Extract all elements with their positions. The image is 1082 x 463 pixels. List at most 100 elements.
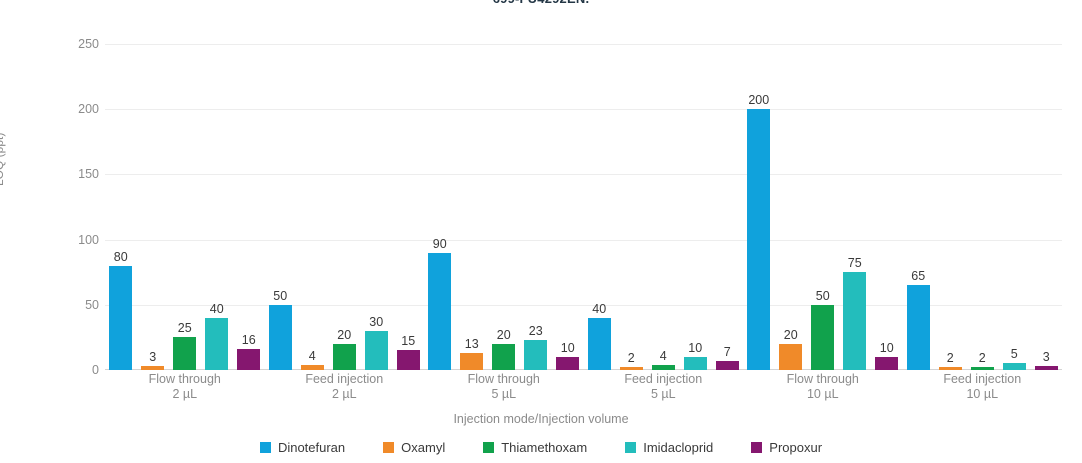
- bar[interactable]: [906, 285, 930, 370]
- bar[interactable]: [747, 109, 771, 370]
- bar-slot: 30: [364, 44, 388, 370]
- legend-label: Oxamyl: [401, 440, 446, 455]
- bar[interactable]: [556, 356, 580, 370]
- y-axis-ticks: 0 50 100 150 200 250: [55, 37, 99, 377]
- gridline: [105, 44, 1062, 45]
- bar[interactable]: [779, 343, 803, 370]
- bar-slot: 13: [460, 44, 484, 370]
- bar[interactable]: [173, 337, 197, 370]
- bar[interactable]: [364, 330, 388, 370]
- bar[interactable]: [1034, 366, 1058, 370]
- bar[interactable]: [268, 304, 292, 370]
- x-category-label: Flow through 5 µL: [424, 372, 584, 402]
- bar[interactable]: [875, 356, 899, 370]
- bar[interactable]: [205, 317, 229, 370]
- x-category-label: Flow through 10 µL: [743, 372, 903, 402]
- bar-value-label: 15: [401, 334, 416, 349]
- bar[interactable]: [396, 350, 420, 370]
- legend-item-thiamethoxam[interactable]: Thiamethoxam: [483, 440, 587, 455]
- y-tick-label: 0: [92, 363, 99, 377]
- x-axis-baseline: [105, 369, 1062, 370]
- bar[interactable]: [332, 343, 356, 370]
- x-category-mode: Flow through: [786, 372, 859, 386]
- bar-value-label: 200: [748, 93, 770, 108]
- bar-value-label: 23: [528, 324, 543, 339]
- x-category-volume: 5 µL: [650, 387, 676, 401]
- bar[interactable]: [811, 304, 835, 370]
- bar[interactable]: [141, 366, 165, 370]
- bar-value-label: 4: [308, 348, 316, 363]
- x-category-label: Feed injection 5 µL: [584, 372, 744, 402]
- chart-legend: Dinotefuran Oxamyl Thiamethoxam Imidaclopri…: [0, 440, 1082, 455]
- bar-slot: 40: [205, 44, 229, 370]
- bar-value-label: 2: [627, 351, 635, 366]
- legend-label: Thiamethoxam: [501, 440, 588, 455]
- x-category-volume: 10 µL: [806, 387, 839, 401]
- legend-swatch-icon: [383, 442, 395, 453]
- bar-group-bars: 200 20 50 75 10: [743, 44, 903, 370]
- bar[interactable]: [843, 272, 867, 370]
- bar-value-label: 40: [592, 301, 607, 316]
- y-tick-label: 200: [78, 102, 99, 117]
- legend-swatch-icon: [483, 442, 495, 453]
- bar-slot: 80: [109, 44, 133, 370]
- bar-group: 50 4 20 30 15: [265, 44, 425, 370]
- bar-value-label: 50: [273, 288, 288, 303]
- bar-value-label: 3: [1042, 350, 1050, 365]
- bar[interactable]: [237, 349, 261, 370]
- bar[interactable]: [524, 340, 548, 370]
- legend-item-propoxur[interactable]: Propoxur: [751, 440, 822, 455]
- bar[interactable]: [300, 364, 324, 370]
- bar-slot: 3: [141, 44, 165, 370]
- bar[interactable]: [109, 265, 133, 370]
- bar-value-label: 75: [847, 256, 862, 271]
- bar-slot: 4: [651, 44, 675, 370]
- bar-group: 40 2 4 10 7: [584, 44, 744, 370]
- bar[interactable]: [938, 367, 962, 370]
- bar-slot: 10: [556, 44, 580, 370]
- x-category-volume: 5 µL: [491, 387, 517, 401]
- y-tick-label: 250: [78, 37, 99, 51]
- bar-slot: 25: [173, 44, 197, 370]
- bar[interactable]: [460, 353, 484, 370]
- bar-slot: 50: [811, 44, 835, 370]
- bar-slot: 10: [875, 44, 899, 370]
- legend-item-oxamyl[interactable]: Oxamyl: [383, 440, 445, 455]
- bar-group-bars: 50 4 20 30 15: [265, 44, 425, 370]
- bar[interactable]: [651, 364, 675, 370]
- legend-item-imidacloprid[interactable]: Imidacloprid: [625, 440, 713, 455]
- bar-value-label: 2: [946, 351, 954, 366]
- bar-value-label: 65: [911, 269, 926, 284]
- bar-groups: 80 3 25 40 16 50 4 20 30 15 90 13 20 23 10 40 2 4 10 7 200 20…: [105, 44, 1062, 370]
- bar[interactable]: [492, 343, 516, 370]
- legend-swatch-icon: [259, 442, 271, 453]
- plot-area: [105, 44, 1062, 370]
- bar-value-label: 40: [209, 301, 224, 316]
- bar-value-label: 50: [815, 288, 830, 303]
- bar-slot: 7: [715, 44, 739, 370]
- bar[interactable]: [428, 252, 452, 370]
- x-category-label: Feed injection 10 µL: [903, 372, 1063, 402]
- bar-value-label: 5: [1010, 347, 1018, 362]
- bar[interactable]: [587, 317, 611, 370]
- bar-slot: 40: [587, 44, 611, 370]
- bar-slot: 3: [1034, 44, 1058, 370]
- bar-group: 200 20 50 75 10: [743, 44, 903, 370]
- bar-slot: 20: [779, 44, 803, 370]
- bar-value-label: 2: [978, 351, 986, 366]
- legend-item-dinotefuran[interactable]: Dinotefuran: [259, 440, 345, 455]
- bar-value-label: 10: [688, 340, 703, 355]
- bar-slot: 10: [683, 44, 707, 370]
- bar-group: 80 3 25 40 16: [105, 44, 265, 370]
- legend-label: Propoxur: [769, 440, 823, 455]
- bar-value-label: 20: [783, 327, 798, 342]
- bar[interactable]: [970, 367, 994, 370]
- bar-value-label: 10: [879, 340, 894, 355]
- bar[interactable]: [1002, 363, 1026, 370]
- bar[interactable]: [715, 360, 739, 370]
- bar-value-label: 4: [659, 348, 667, 363]
- bar[interactable]: [683, 356, 707, 370]
- gridline: [105, 174, 1062, 176]
- bar[interactable]: [619, 367, 643, 370]
- x-category-mode: Feed injection: [943, 372, 1022, 386]
